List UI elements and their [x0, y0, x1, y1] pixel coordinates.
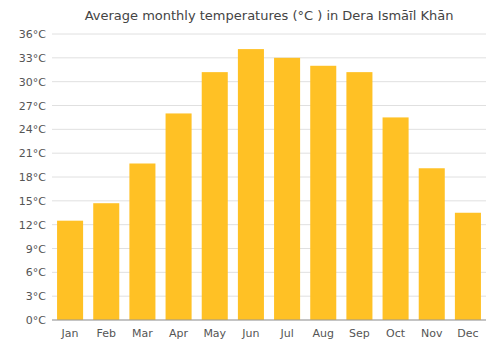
bar	[455, 213, 481, 320]
x-tick-label: Oct	[386, 327, 406, 340]
y-tick-label: 12°C	[19, 219, 46, 232]
x-axis: Jan Feb Mar Apr May Jun Jul Aug Sep Oct Nov Dec	[52, 320, 486, 340]
bar	[166, 113, 192, 320]
x-tick-label: Sep	[349, 327, 370, 340]
x-tick-label: Jul	[279, 327, 293, 340]
grid-line	[52, 320, 486, 321]
y-tick-label: 18°C	[19, 171, 46, 184]
bar	[274, 58, 300, 320]
grid-line	[52, 129, 486, 130]
y-tick-label: 21°C	[19, 147, 46, 160]
chart: Average monthly temperatures (°C ) in De…	[0, 0, 500, 350]
bar	[202, 72, 228, 320]
grid-line	[52, 57, 486, 58]
y-tick-label: 33°C	[19, 52, 46, 65]
bar	[57, 221, 83, 320]
y-tick-label: 6°C	[26, 266, 46, 279]
bar	[419, 168, 445, 320]
x-tick-label: Nov	[421, 327, 443, 340]
y-tick-label: 36°C	[19, 28, 46, 41]
y-tick-label: 15°C	[19, 195, 46, 208]
x-tick-label: May	[203, 327, 226, 340]
x-tick-label: Dec	[457, 327, 478, 340]
y-axis: 0°C 3°C 6°C 9°C 12°C 15°C 18°C 21°C 24°C 27°C 30°C…	[19, 28, 486, 327]
y-tick-label: 9°C	[26, 243, 46, 256]
bars	[57, 49, 481, 320]
grid-line	[52, 153, 486, 154]
grid-line	[52, 34, 486, 35]
y-tick-label: 30°C	[19, 76, 46, 89]
bar	[346, 72, 372, 320]
y-tick-label: 24°C	[19, 123, 46, 136]
bar	[129, 163, 155, 320]
bar	[310, 66, 336, 320]
grid-line	[52, 81, 486, 82]
x-tick-label: Mar	[132, 327, 153, 340]
bar	[383, 117, 409, 320]
bar	[238, 49, 264, 320]
y-tick-label: 3°C	[26, 290, 46, 303]
grid-line	[52, 105, 486, 106]
x-tick-label: Feb	[97, 327, 116, 340]
x-tick-label: Aug	[313, 327, 334, 340]
y-tick-label: 27°C	[19, 100, 46, 113]
chart-title: Average monthly temperatures (°C ) in De…	[85, 8, 454, 23]
x-tick-label: Apr	[169, 327, 189, 340]
x-tick-label: Jan	[61, 327, 79, 340]
x-axis-line	[52, 320, 486, 321]
x-tick-label: Jun	[241, 327, 259, 340]
y-tick-label: 0°C	[26, 314, 46, 327]
bar	[93, 203, 119, 320]
